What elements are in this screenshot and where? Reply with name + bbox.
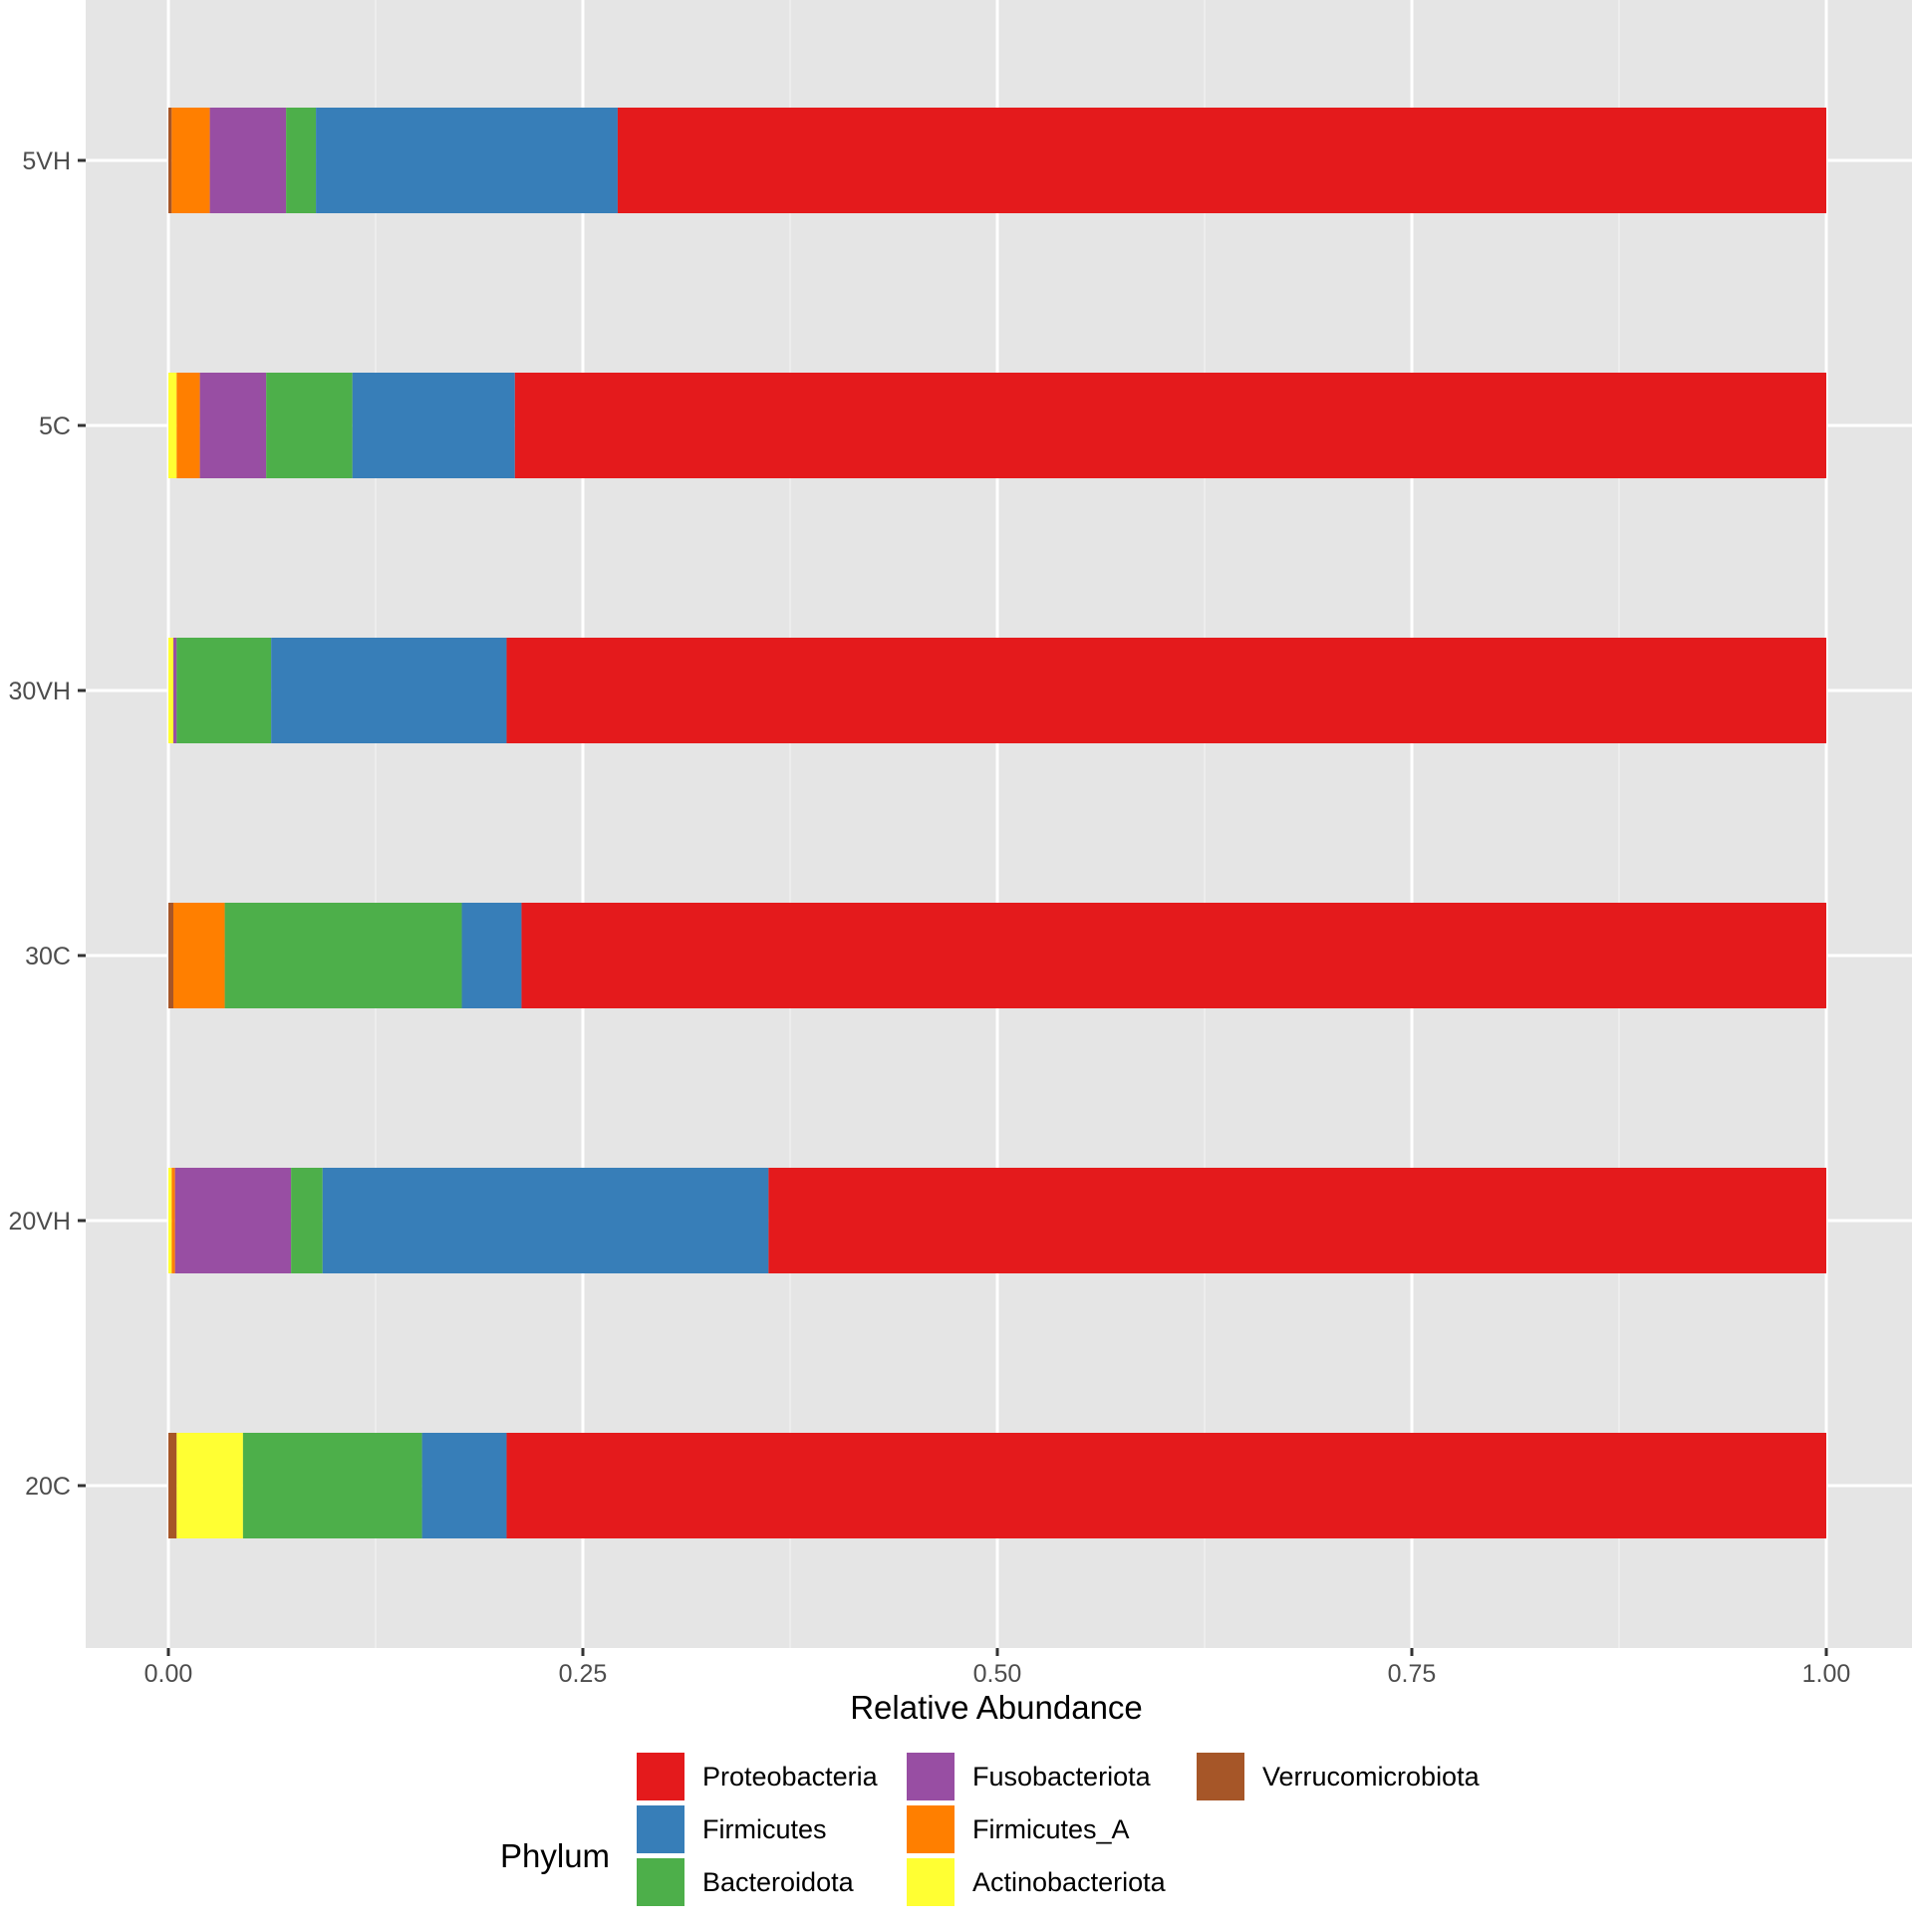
bar-segment-bacteroidota [286,108,317,213]
legend-label: Verrucomicrobiota [1262,1762,1481,1792]
x-axis-title: Relative Abundance [850,1689,1143,1726]
bar-segment-firmicutes [421,1433,507,1538]
bar-segment-firmicutes [322,1168,769,1273]
y-tick-label: 20C [25,1473,71,1501]
bar-segment-fusobacteriota [174,1168,292,1273]
bars [168,108,1827,1538]
bar-segment-firmicutes-a [171,108,210,213]
bar-segment-actinobacteriota [176,1433,243,1538]
bar-segment-firmicutes-a [176,373,200,478]
x-tick-label: 0.75 [1388,1660,1437,1688]
bar-segment-actinobacteriota [168,638,173,743]
legend-label: Firmicutes_A [972,1814,1130,1844]
bar-segment-fusobacteriota [172,638,177,743]
bar-segment-firmicutes [316,108,618,213]
bar-segment-fusobacteriota [209,108,287,213]
bar-segment-proteobacteria [506,638,1826,743]
legend-label: Actinobacteriota [972,1867,1167,1897]
legend-label: Proteobacteria [702,1762,879,1792]
bar-segment-proteobacteria [506,1433,1826,1538]
legend-key [637,1805,684,1853]
x-tick-label: 1.00 [1802,1660,1851,1688]
bar-segment-firmicutes-a [172,903,225,1008]
x-tick-label: 0.25 [559,1660,608,1688]
legend-key [637,1753,684,1800]
bar-segment-actinobacteriota [168,373,177,478]
bar-segment-fusobacteriota [199,373,267,478]
x-axis: 0.00 0.25 0.50 0.75 1.00 [144,1648,1851,1688]
legend-label: Fusobacteriota [972,1762,1152,1792]
bar-segment-bacteroidota [291,1168,323,1273]
bar-segment-bacteroidota [266,373,353,478]
bar-segment-verrucomicrobiota [168,108,172,213]
legend-key [907,1805,955,1853]
x-tick-label: 0.00 [144,1660,193,1688]
legend-label: Firmicutes [702,1814,827,1844]
bar-segment-verrucomicrobiota [168,903,173,1008]
legend-key [907,1753,955,1800]
bar-segment-bacteroidota [176,638,272,743]
x-tick-label: 0.50 [973,1660,1022,1688]
bar-segment-firmicutes [461,903,522,1008]
bar-segment-proteobacteria [521,903,1826,1008]
legend-label: Bacteroidota [702,1867,855,1897]
y-tick-label: 20VH [8,1208,71,1236]
legend-title: Phylum [500,1837,610,1874]
legend-key [637,1858,684,1906]
bar-segment-firmicutes-a [171,1168,175,1273]
y-tick-label: 30C [25,943,71,970]
y-tick-label: 5VH [22,147,71,175]
y-axis: 5VH 5C 30VH 30C 20VH 20C [8,147,86,1501]
bar-segment-bacteroidota [224,903,462,1008]
legend-key [1197,1753,1244,1800]
bar-segment-actinobacteriota [168,1168,172,1273]
legend-key [907,1858,955,1906]
bar-segment-verrucomicrobiota [168,1433,177,1538]
bar-segment-proteobacteria [514,373,1826,478]
bar-segment-firmicutes [352,373,515,478]
bar-segment-proteobacteria [617,108,1826,213]
y-tick-label: 30VH [8,678,71,705]
legend: Phylum Proteobacteria Firmicutes Bacteroid… [500,1753,1481,1906]
bar-segment-proteobacteria [768,1168,1827,1273]
bar-segment-bacteroidota [242,1433,422,1538]
bar-segment-firmicutes [271,638,507,743]
y-tick-label: 5C [39,413,71,440]
